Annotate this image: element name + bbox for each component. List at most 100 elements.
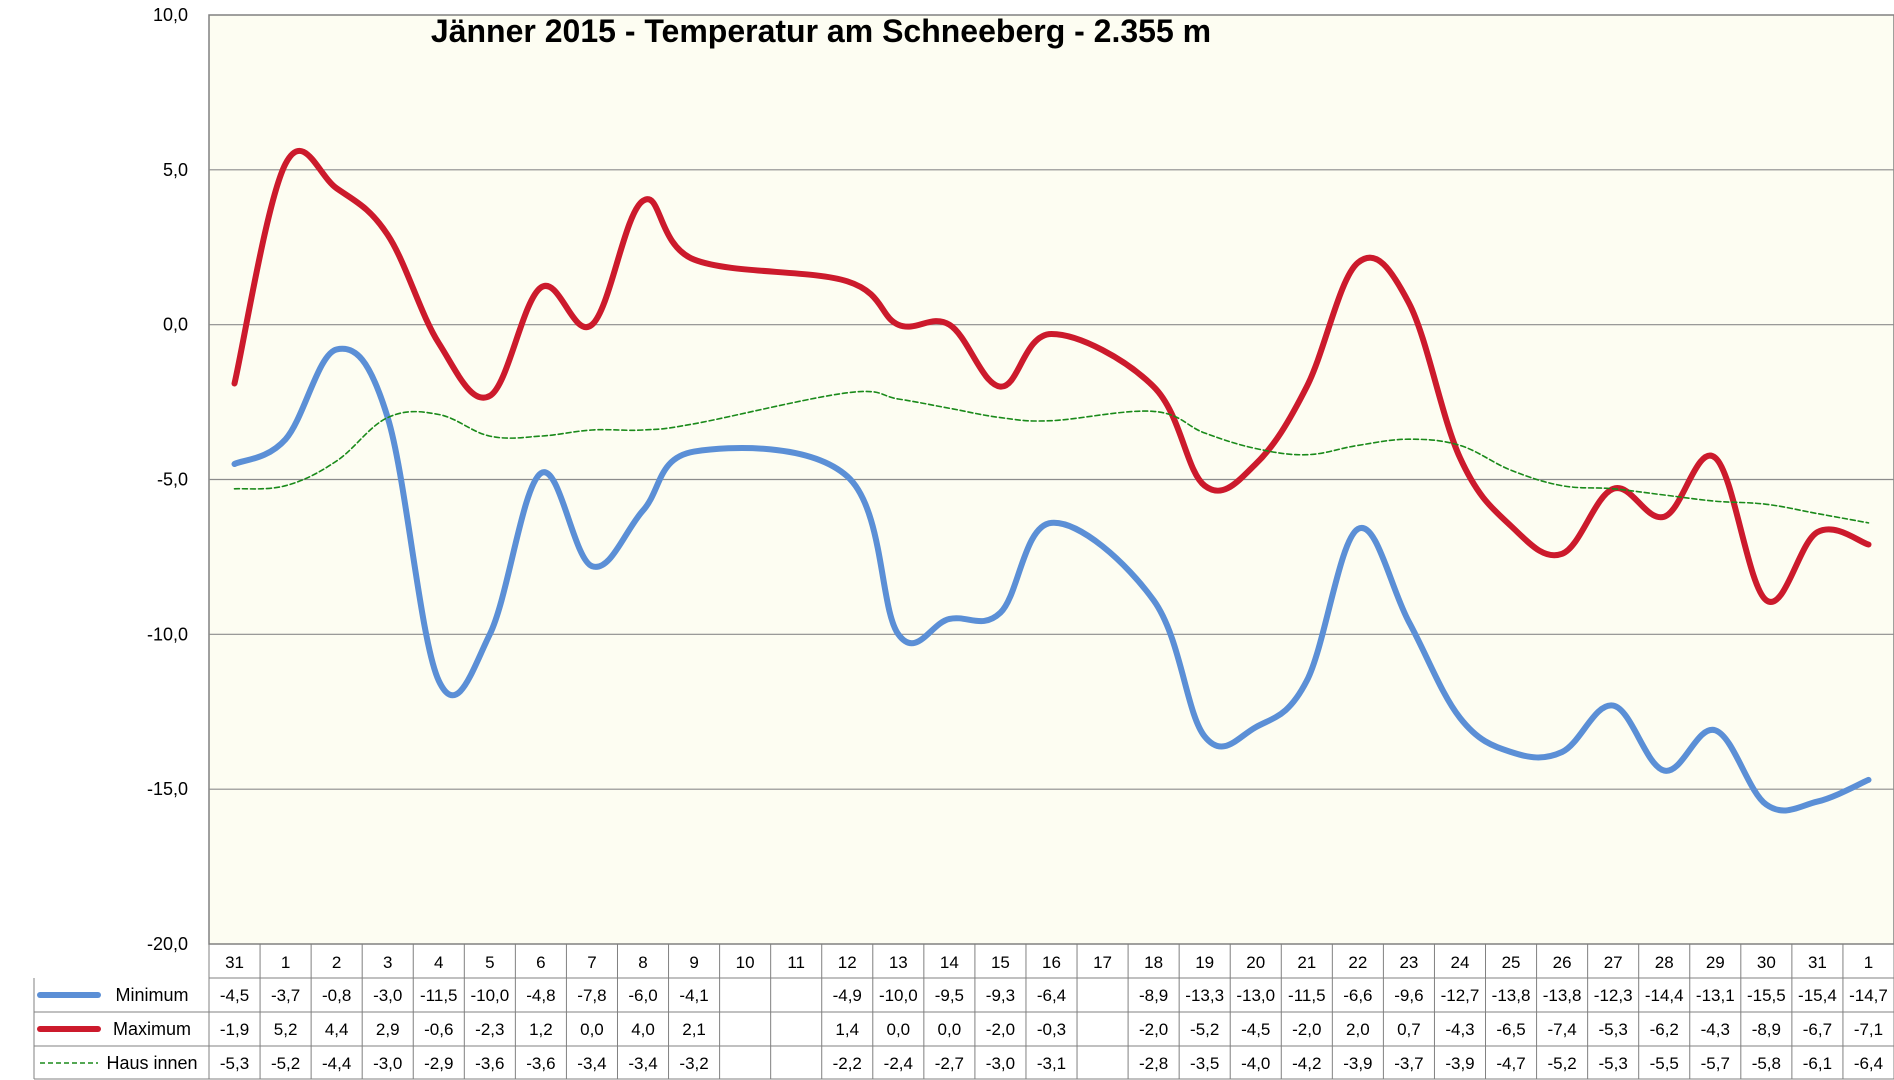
table-cell: -13,3 (1185, 986, 1224, 1005)
table-cell: -7,1 (1854, 1020, 1883, 1039)
table-cell: -7,4 (1547, 1020, 1576, 1039)
x-tick-label: 12 (838, 953, 857, 972)
table-cell: 4,4 (325, 1020, 349, 1039)
x-tick-label: 31 (225, 953, 244, 972)
x-tick-label: 27 (1604, 953, 1623, 972)
table-cell: -3,9 (1445, 1054, 1474, 1073)
table-cell: -5,3 (1599, 1054, 1628, 1073)
x-tick-label: 5 (485, 953, 494, 972)
table-cell: -13,0 (1236, 986, 1275, 1005)
series-line-haus-innen (233, 390, 1870, 524)
x-tick-label: 6 (536, 953, 545, 972)
table-cell: 0,0 (938, 1020, 962, 1039)
legend-label: Haus innen (106, 1053, 197, 1073)
table-cell: -13,1 (1696, 986, 1735, 1005)
table-cell: -2,9 (424, 1054, 453, 1073)
table-cell: -4,1 (679, 986, 708, 1005)
table-cell: -6,0 (628, 986, 657, 1005)
table-cell: 2,9 (376, 1020, 400, 1039)
data-table: 31 1 2 3 4 5 6 7 8 9 10 11 12 13 14 15 16 17 18 19 20 21 22 23 2… (33, 944, 1894, 1080)
table-cell: -13,8 (1492, 986, 1531, 1005)
x-tick-label: 19 (1195, 953, 1214, 972)
x-tick-label: 30 (1757, 953, 1776, 972)
table-cell: -4,0 (1241, 1054, 1270, 1073)
table-cell: -11,5 (420, 986, 458, 1005)
table-cell: -5,3 (220, 1054, 249, 1073)
series-line-minimum (231, 345, 1872, 814)
table-cell: -2,0 (1292, 1020, 1321, 1039)
table-cell: -15,4 (1798, 986, 1837, 1005)
table-cell: -6,2 (1650, 1020, 1679, 1039)
table-cell: 5,2 (274, 1020, 298, 1039)
table-cell: -6,6 (1343, 986, 1372, 1005)
table-cell: -4,4 (322, 1054, 351, 1073)
table-cell: -13,8 (1543, 986, 1582, 1005)
table-cell: -6,5 (1496, 1020, 1525, 1039)
table-cell: -0,8 (322, 986, 351, 1005)
table-cell: -0,6 (424, 1020, 453, 1039)
table-cell: -6,7 (1803, 1020, 1832, 1039)
y-tick-label: 0,0 (163, 315, 188, 335)
table-cell: 0,7 (1397, 1020, 1421, 1039)
x-tick-label: 21 (1297, 953, 1316, 972)
x-tick-label: 24 (1451, 953, 1470, 972)
x-tick-label: 29 (1706, 953, 1725, 972)
table-cell: 1,2 (529, 1020, 553, 1039)
table-cell: -9,3 (986, 986, 1015, 1005)
y-tick-label: -5,0 (157, 470, 188, 490)
table-cell: -3,4 (628, 1054, 657, 1073)
table-cell: -2,0 (986, 1020, 1015, 1039)
table-cell: -2,0 (1139, 1020, 1168, 1039)
table-cell: -5,2 (1190, 1020, 1219, 1039)
table-cell: -5,7 (1701, 1054, 1730, 1073)
table-cell: -5,2 (1547, 1054, 1576, 1073)
x-tick-label: 16 (1042, 953, 1061, 972)
x-tick-label: 11 (787, 953, 805, 972)
table-cell: -3,0 (986, 1054, 1015, 1073)
table-cell: -3,7 (1394, 1054, 1423, 1073)
table-cell: -2,3 (475, 1020, 504, 1039)
table-cell: -3,1 (1037, 1054, 1066, 1073)
x-tick-label: 7 (587, 953, 596, 972)
y-tick-label: 5,0 (163, 160, 188, 180)
table-cell: -2,4 (884, 1054, 913, 1073)
x-tick-label: 26 (1553, 953, 1572, 972)
table-cell: -3,7 (271, 986, 300, 1005)
table-cell: -4,5 (220, 986, 249, 1005)
table-cell: -3,5 (1190, 1054, 1219, 1073)
series-lines (231, 147, 1872, 814)
table-cell: -4,7 (1496, 1054, 1525, 1073)
x-tick-label: 28 (1655, 953, 1674, 972)
table-cell: -4,8 (526, 986, 555, 1005)
table-cell: 0,0 (886, 1020, 910, 1039)
table-cell: -9,6 (1394, 986, 1423, 1005)
table-cell: -11,5 (1288, 986, 1326, 1005)
table-cell: -12,3 (1594, 986, 1633, 1005)
x-tick-label: 10 (736, 953, 755, 972)
table-cell: -3,0 (373, 986, 402, 1005)
table-cell: -1,9 (220, 1020, 249, 1039)
table-cell: -3,0 (373, 1054, 402, 1073)
table-cell: -4,9 (833, 986, 862, 1005)
x-tick-label: 18 (1144, 953, 1163, 972)
table-cell: -4,2 (1292, 1054, 1321, 1073)
table-cell: -10,0 (879, 986, 918, 1005)
table-cell: 4,0 (631, 1020, 655, 1039)
table-cell: -5,8 (1752, 1054, 1781, 1073)
y-tick-label: 10,0 (153, 5, 188, 25)
table-cell: -8,9 (1752, 1020, 1781, 1039)
x-tick-label: 1 (281, 953, 290, 972)
x-tick-label: 2 (332, 953, 341, 972)
table-cell: 2,0 (1346, 1020, 1370, 1039)
table-cell: -6,4 (1037, 986, 1066, 1005)
y-axis-ticks: 10,0 5,0 0,0 -5,0 -10,0 -15,0 -20,0 (147, 5, 188, 954)
table-cell: -6,4 (1854, 1054, 1883, 1073)
table-cell: 0,0 (580, 1020, 604, 1039)
x-tick-label: 20 (1246, 953, 1265, 972)
table-cell: -9,5 (935, 986, 964, 1005)
table-cell: -14,4 (1645, 986, 1684, 1005)
table-cell: -14,7 (1849, 986, 1888, 1005)
x-tick-label: 15 (991, 953, 1010, 972)
x-tick-label: 22 (1348, 953, 1367, 972)
x-tick-label: 23 (1399, 953, 1418, 972)
